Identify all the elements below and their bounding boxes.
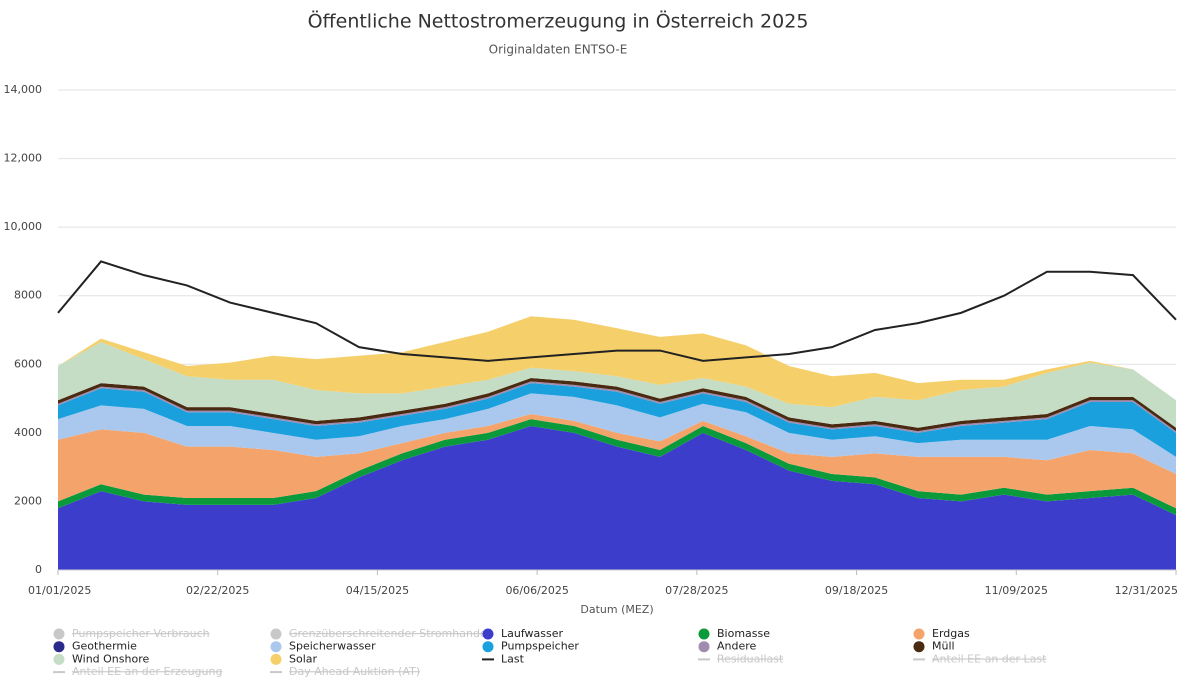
legend-symbol [53, 653, 65, 665]
legend-symbol [482, 641, 494, 653]
area [58, 393, 1176, 474]
legend-symbol [270, 653, 282, 665]
chart-subtitle: Originaldaten ENTSO-E [489, 43, 628, 57]
legend-label[interactable]: Day Ahead Auktion (AT) [289, 665, 420, 678]
legend-label[interactable]: Andere [717, 640, 757, 653]
area [58, 316, 1176, 408]
y-tick-label: 10,000 [4, 220, 43, 233]
chart-title: Öffentliche Nettostromerzeugung in Öster… [308, 10, 809, 33]
legend-symbol [53, 628, 65, 640]
legend-symbol [270, 628, 282, 640]
legend-label[interactable]: Grenzüberschreitender Stromhandel [289, 627, 490, 640]
legend-label[interactable]: Anteil EE an der Last [932, 652, 1047, 665]
legend-label[interactable]: Müll [932, 640, 955, 653]
legend-label[interactable]: Anteil EE an der Erzeugung [72, 665, 222, 678]
x-tick-label: 07/28/2025 [665, 584, 728, 597]
x-tick-label: 09/18/2025 [825, 584, 888, 597]
x-tick-label: 04/15/2025 [346, 584, 409, 597]
x-tick-label: 11/09/2025 [985, 584, 1048, 597]
legend-label[interactable]: Geothermie [72, 640, 137, 653]
y-tick-label: 0 [35, 563, 42, 576]
legend-label[interactable]: Biomasse [717, 627, 770, 640]
legend-label[interactable]: Pumpspeicher [501, 640, 579, 653]
line [57, 260, 1177, 362]
y-tick-label: 8000 [14, 289, 42, 302]
x-tick-label: 12/31/2025 [1115, 584, 1178, 597]
legend-symbol [913, 641, 925, 653]
x-axis-label: Datum (MEZ) [580, 603, 653, 616]
legend: Pumpspeicher Verbrauch Grenzüberschreiten… [53, 627, 1047, 678]
axes: 0 2000 4000 6000 8000 10,000 12,000 14,000 01/01… [4, 83, 1179, 597]
legend-label[interactable]: Laufwasser [501, 627, 563, 640]
area [58, 381, 1176, 433]
y-tick-label: 12,000 [4, 152, 43, 165]
x-tick-label: 02/22/2025 [186, 584, 249, 597]
legend-label[interactable]: Wind Onshore [72, 652, 149, 665]
legend-label[interactable]: Residuallast [717, 652, 784, 665]
area [58, 378, 1176, 432]
legend-label[interactable]: Solar [289, 652, 318, 665]
legend-symbol [913, 628, 925, 640]
legend-label[interactable]: Erdgas [932, 627, 970, 640]
x-tick-label: 06/06/2025 [505, 584, 568, 597]
legend-symbol [698, 628, 710, 640]
legend-symbol [482, 628, 494, 640]
legend-symbol [53, 641, 65, 653]
area [58, 383, 1176, 457]
x-tick-label: 01/01/2025 [28, 584, 91, 597]
legend-label[interactable]: Speicherwasser [289, 640, 376, 653]
legend-label[interactable]: Pumpspeicher Verbrauch [72, 627, 210, 640]
area [58, 342, 1176, 428]
y-tick-label: 6000 [14, 357, 42, 370]
y-tick-label: 2000 [14, 494, 42, 507]
area [58, 426, 1176, 570]
plot-area [57, 260, 1177, 570]
y-tick-label: 14,000 [4, 83, 43, 96]
legend-symbol [698, 641, 710, 653]
y-tick-label: 4000 [14, 426, 42, 439]
legend-symbol [270, 641, 282, 653]
legend-label[interactable]: Last [501, 652, 525, 665]
